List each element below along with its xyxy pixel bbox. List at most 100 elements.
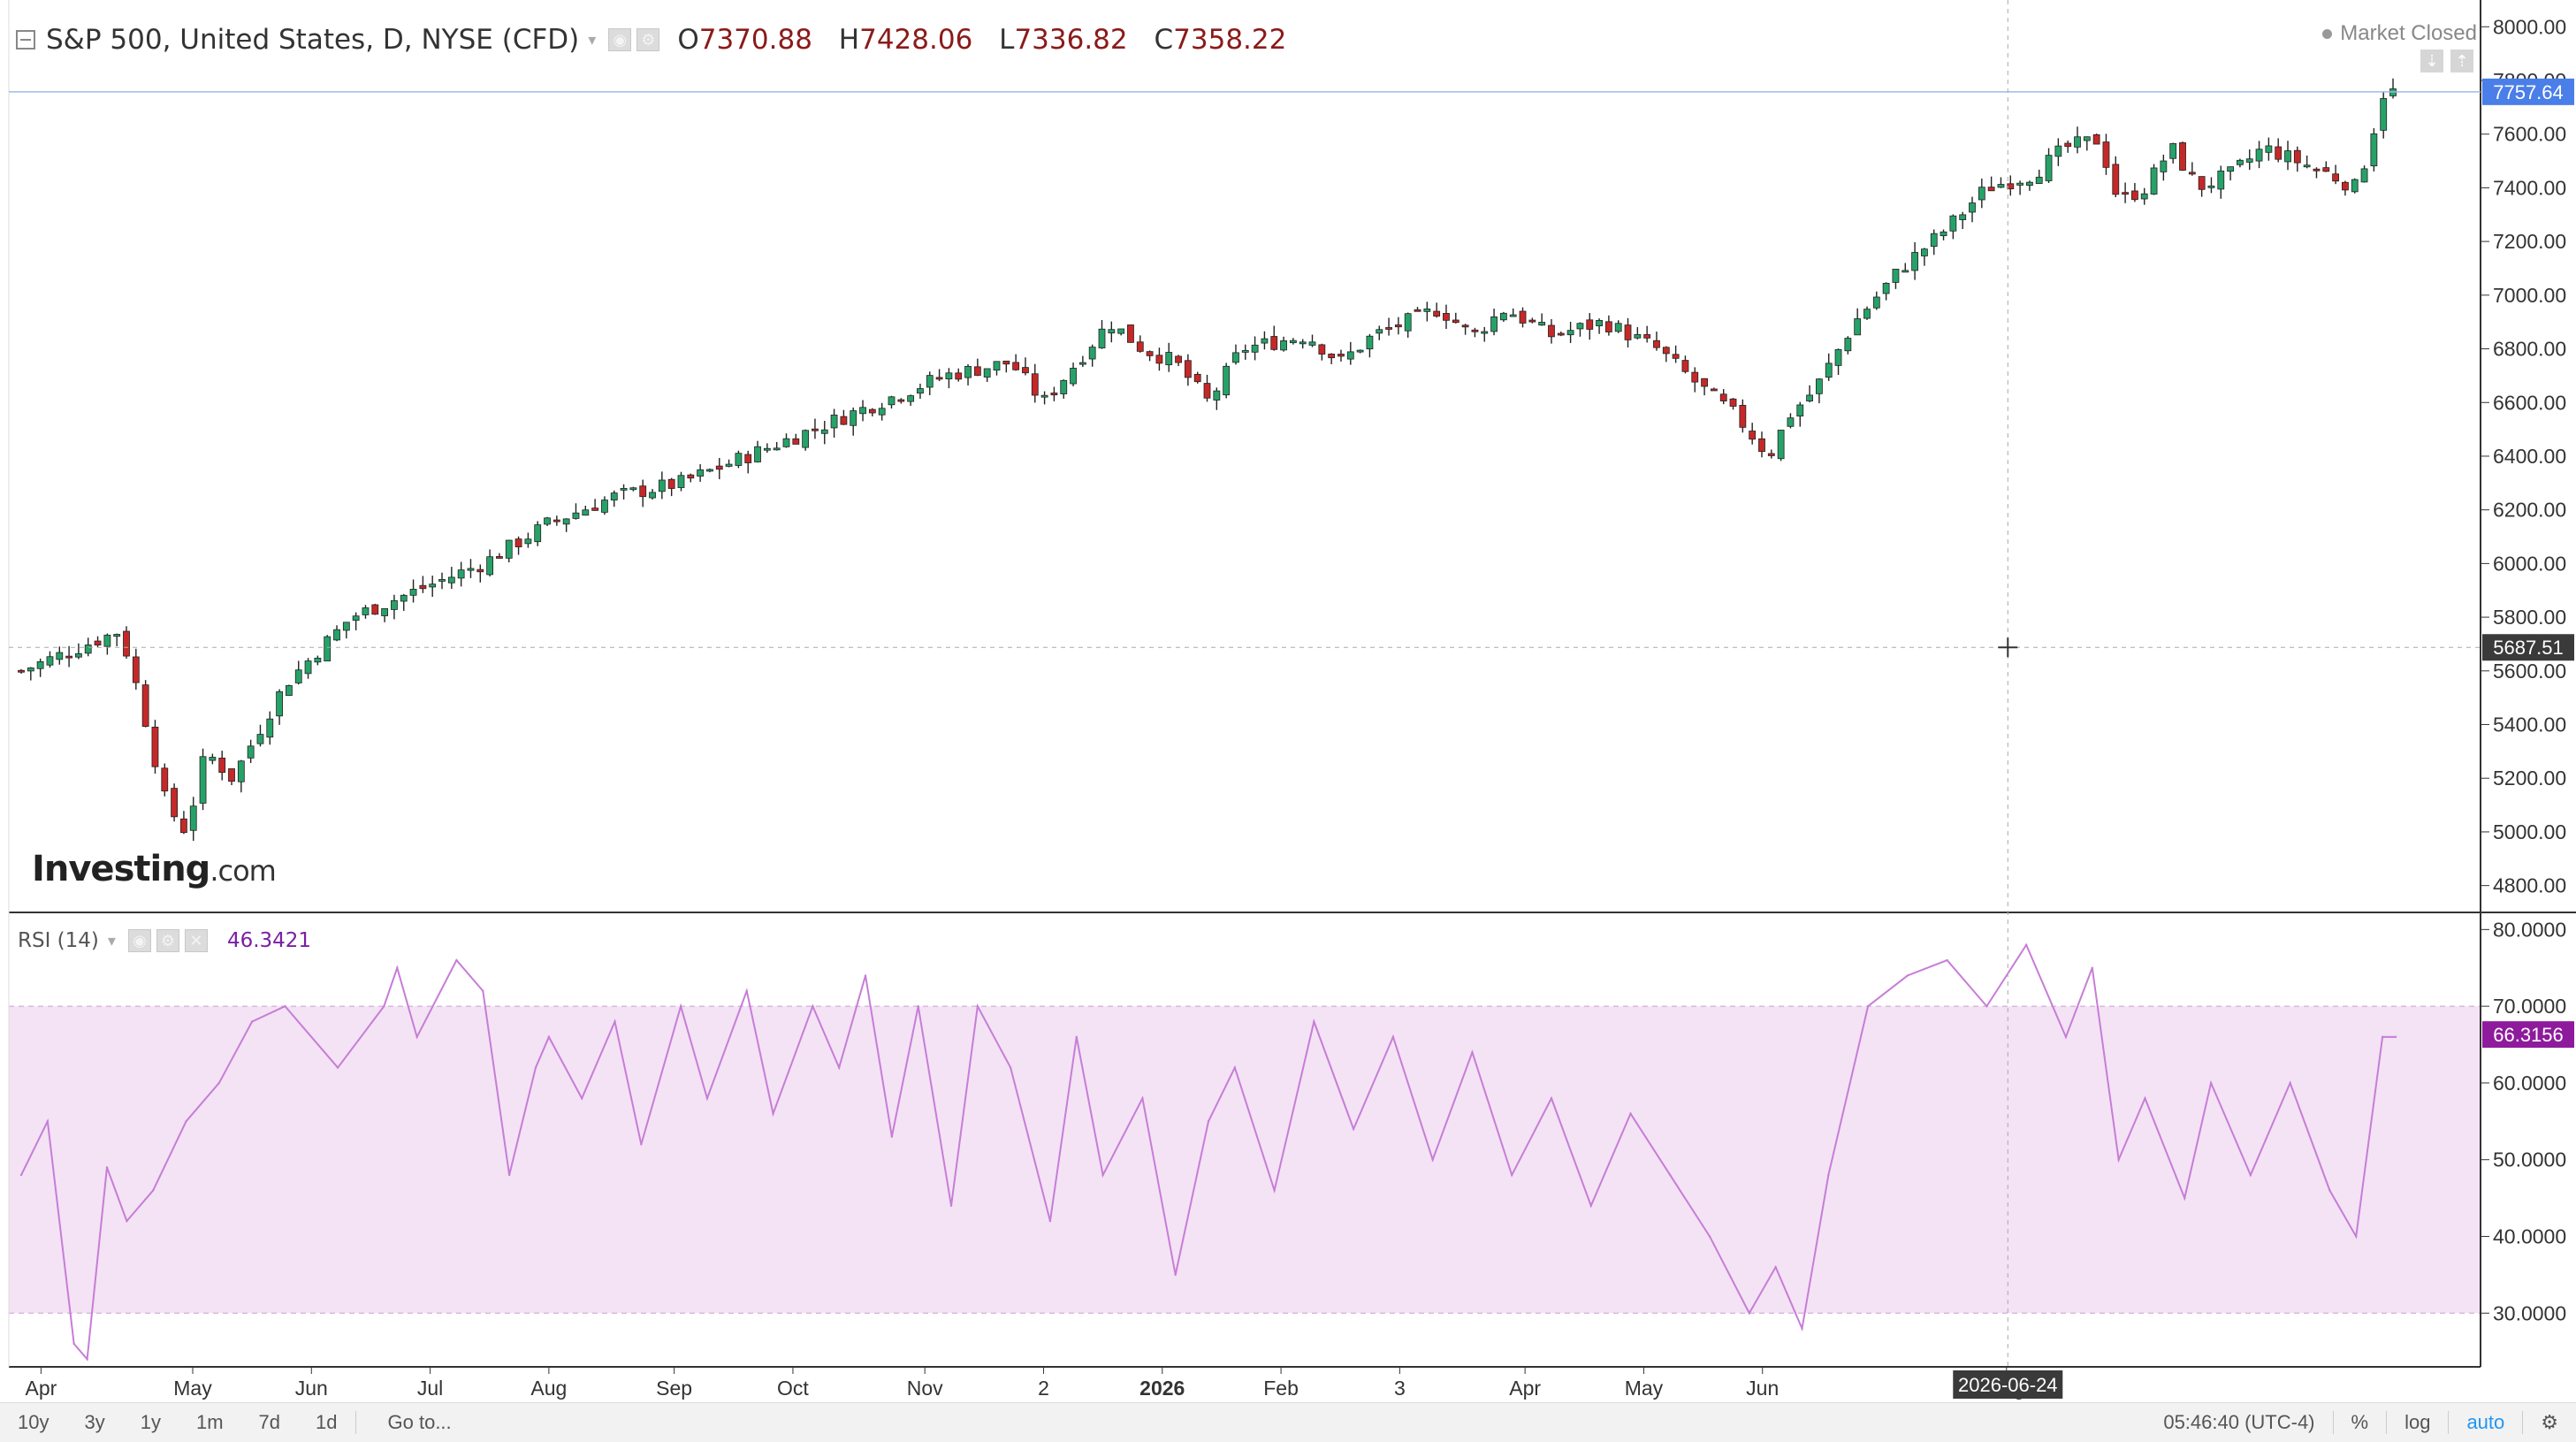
timeframe-1d[interactable]: 1d [316, 1411, 338, 1433]
candle-up [1251, 344, 1259, 353]
rsi-visibility-icon[interactable]: ◉ [127, 929, 151, 952]
rsi-point [415, 1035, 418, 1039]
candle-up [2237, 159, 2244, 165]
candle-up [1796, 404, 1804, 417]
candle-up [2074, 136, 2081, 148]
open-value: 7370.88 [698, 24, 812, 56]
candle-down [514, 538, 522, 547]
rsi-point [2381, 1035, 2384, 1039]
candle-down [18, 669, 25, 673]
rsi-point [105, 1166, 109, 1169]
candle-up [2265, 145, 2273, 153]
rsi-close-icon[interactable]: ✕ [184, 929, 208, 952]
close-value: 7358.22 [1173, 24, 1287, 56]
rsi-point [1589, 1204, 1592, 1207]
rsi-point [185, 1120, 187, 1123]
market-status: Market Closed [2322, 21, 2477, 46]
rsi-dropdown-icon[interactable]: ▾ [107, 931, 116, 950]
candle-down [1002, 360, 1010, 365]
candle-down [935, 377, 943, 380]
candle-up [1289, 340, 1297, 344]
percent-toggle[interactable]: % [2351, 1411, 2369, 1433]
rsi-header: RSI (14) ▾ ◉ ⚙ ✕ 46.3421 [18, 925, 311, 957]
candle-up [926, 375, 934, 388]
candle-down [419, 584, 427, 590]
log-toggle[interactable]: log [2405, 1411, 2431, 1433]
rsi-point [580, 1097, 583, 1100]
time-tick-label: Jun [1746, 1377, 1779, 1400]
symbol-title[interactable]: S&P 500, United States, D, NYSE (CFD) [46, 24, 580, 56]
status-dot-icon [2322, 28, 2333, 39]
candle-up [2351, 179, 2359, 193]
candle-up [2284, 150, 2291, 163]
chart-settings-gear-icon[interactable]: ⚙ [2541, 1411, 2558, 1433]
rsi-point [507, 1173, 511, 1177]
clock-readout[interactable]: 05:46:40 (UTC-4) [2163, 1411, 2315, 1433]
toolbar-divider [2448, 1411, 2450, 1434]
candle-up [1213, 390, 1221, 401]
candle-up [850, 410, 857, 426]
candle-up [859, 407, 866, 415]
rsi-point [2184, 1196, 2186, 1200]
symbol-dropdown-icon[interactable]: ▾ [588, 30, 597, 50]
scroll-up-icon[interactable]: ⇡ [2450, 50, 2473, 72]
rsi-tick-label: 30.0000 [2493, 1301, 2566, 1324]
high-value: 7428.06 [859, 24, 973, 56]
rsi-point [455, 958, 458, 962]
candle-up [983, 368, 991, 378]
timeframe-10y[interactable]: 10y [18, 1411, 50, 1433]
scroll-down-icon[interactable]: ⇣ [2420, 50, 2443, 72]
candle-up [505, 539, 513, 559]
rsi-settings-icon[interactable]: ⚙ [156, 929, 179, 952]
time-tick-label: Jul [417, 1377, 443, 1400]
rsi-point [1866, 1004, 1870, 1008]
rsi-point [217, 1081, 221, 1085]
candle-up [447, 576, 455, 584]
candle-up [1997, 184, 2005, 188]
goto-button[interactable]: Go to... [387, 1411, 452, 1433]
candle-up [486, 556, 494, 576]
time-tick-label: May [173, 1377, 212, 1400]
visibility-eye-icon[interactable]: ◉ [608, 28, 632, 51]
price-tick-label: 5600.00 [2493, 660, 2566, 683]
candle-up [1596, 319, 1603, 326]
candle-down [2007, 183, 2015, 190]
timeframe-1m[interactable]: 1m [195, 1411, 224, 1433]
timeframe-3y[interactable]: 3y [84, 1411, 105, 1433]
rsi-point [396, 966, 399, 969]
timeframe-1y[interactable]: 1y [140, 1411, 161, 1433]
rsi-title[interactable]: RSI (14) [18, 929, 99, 952]
collapse-toggle[interactable] [16, 30, 35, 50]
candle-down [1739, 405, 1747, 428]
candle-down [639, 485, 647, 498]
candle-up [888, 396, 896, 406]
rsi-point [1748, 1312, 1751, 1315]
auto-toggle[interactable]: auto [2466, 1411, 2505, 1433]
candle-up [1241, 350, 1249, 353]
time-tick-label: Aug [530, 1377, 567, 1400]
candle-down [141, 684, 149, 727]
main-chart-header: S&P 500, United States, D, NYSE (CFD) ▾ … [16, 19, 1304, 60]
candle-down [1394, 324, 1402, 328]
candle-up [1117, 328, 1125, 334]
candle-up [84, 645, 92, 654]
rsi-point [1101, 1173, 1104, 1177]
candle-up [1223, 365, 1231, 396]
rsi-band-layer [9, 1005, 2481, 1314]
candle-up [1376, 329, 1383, 334]
candle-up [113, 634, 121, 637]
candle-up [1787, 417, 1795, 427]
rsi-point [890, 1135, 894, 1138]
candle-up [237, 760, 245, 782]
timeframe-7d[interactable]: 7d [258, 1411, 281, 1433]
candle-down [1681, 360, 1689, 372]
time-tick-label: Nov [907, 1377, 943, 1400]
rsi-point [19, 1173, 23, 1177]
rsi-point [336, 1066, 339, 1069]
candle-up [2245, 158, 2253, 163]
settings-gear-icon[interactable]: ⚙ [636, 28, 660, 51]
rsi-point [250, 1020, 254, 1023]
candle-up [1806, 394, 1813, 402]
candle-down [2102, 141, 2110, 168]
